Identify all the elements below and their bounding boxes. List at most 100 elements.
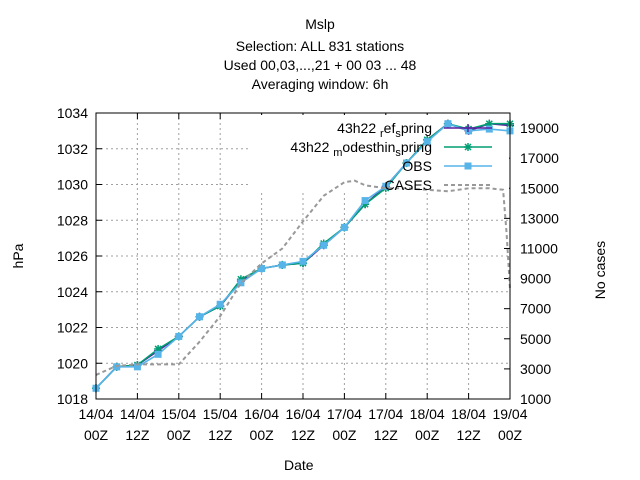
y-tick-label: 1018 — [57, 391, 88, 407]
data-point — [464, 124, 472, 132]
data-point — [133, 363, 141, 371]
x-tick-label: 00Z — [84, 427, 109, 443]
data-point-square — [258, 265, 266, 273]
data-point — [175, 332, 183, 340]
x-tick-label: 19/04 — [492, 406, 527, 422]
data-point — [382, 182, 390, 190]
data-point-square — [216, 300, 224, 308]
data-point — [258, 265, 266, 273]
data-point — [423, 138, 431, 146]
y-tick-label: 1032 — [57, 141, 88, 157]
data-point — [278, 261, 286, 269]
x-axis-label: Date — [284, 457, 314, 473]
data-point — [320, 241, 328, 249]
data-point — [485, 125, 493, 133]
y2-tick-label: 3000 — [520, 361, 551, 377]
legend-label-part: 43h22 — [290, 139, 333, 155]
legend-label-part: pring — [401, 139, 432, 155]
data-point-square — [340, 223, 348, 231]
series-line-3 — [95, 179, 511, 376]
data-point-square — [361, 197, 369, 205]
legend-label-part: s — [395, 147, 401, 159]
x-tick-label: 12Z — [291, 427, 316, 443]
data-point-square — [154, 350, 162, 358]
y-tick-label: 1024 — [57, 284, 88, 300]
data-point-square — [485, 125, 493, 133]
chart-title-line-4: Averaging window: 6h — [251, 76, 389, 92]
legend-label-1: 43h22 modesthinspring — [290, 139, 432, 159]
legend-label-part: 43h22 — [337, 120, 380, 136]
x-tick-label: 16/04 — [285, 406, 320, 422]
data-point — [403, 159, 410, 167]
x-tick-label: 12Z — [374, 427, 399, 443]
y2-tick-label: 17000 — [520, 150, 559, 166]
chart-title-line-3: Used 00,03,...,21 + 00 03 ... 48 — [223, 57, 417, 73]
data-point-square — [382, 182, 390, 190]
x-tick-label: 18/04 — [451, 406, 486, 422]
data-point-square — [278, 261, 286, 269]
x-tick-label: 00Z — [415, 427, 440, 443]
legend-label-part: OBS — [402, 158, 432, 174]
data-point-square — [444, 120, 452, 128]
data-point-stroke — [464, 143, 472, 151]
y-axis-label: hPa — [10, 243, 26, 269]
y2-tick-label: 1000 — [520, 391, 551, 407]
y-tick-label: 1026 — [57, 248, 88, 264]
legend-label-3: CASES — [385, 177, 432, 193]
legend-label-part: m — [333, 147, 342, 159]
y-tick-label: 1028 — [57, 212, 88, 228]
y-tick-label: 1022 — [57, 320, 88, 336]
y2-tick-label: 9000 — [520, 271, 551, 287]
y-tick-label: 1034 — [57, 105, 88, 121]
data-point-square — [196, 313, 203, 321]
x-tick-label: 00Z — [332, 427, 357, 443]
data-point — [299, 257, 307, 265]
data-point — [216, 300, 224, 308]
y2-tick-label: 19000 — [520, 120, 559, 136]
plot-border — [95, 112, 511, 400]
data-point — [154, 350, 162, 358]
x-tick-label: 12Z — [457, 427, 482, 443]
data-point-square — [133, 363, 141, 371]
y-tick-label: 1020 — [57, 355, 88, 371]
x-tick-label: 15/04 — [161, 406, 196, 422]
x-tick-label: 18/04 — [410, 406, 445, 422]
chart-title-line-2: Selection: ALL 831 stations — [235, 38, 405, 54]
y2-tick-label: 15000 — [520, 180, 559, 196]
data-point-square — [403, 159, 410, 167]
chart-title-line-1: Mslp — [305, 16, 335, 32]
legend-label-0: 43h22 refspring — [337, 120, 432, 140]
data-point-square — [320, 241, 328, 249]
y2-tick-label: 11000 — [520, 240, 558, 256]
y2-tick-label: 7000 — [520, 301, 551, 317]
x-tick-label: 00Z — [167, 427, 192, 443]
x-tick-label: 12Z — [208, 427, 233, 443]
data-point-square — [237, 279, 245, 287]
legend-label-part: r — [380, 128, 384, 140]
data-point — [237, 279, 245, 287]
x-tick-label: 17/04 — [327, 406, 362, 422]
x-tick-label: 15/04 — [203, 406, 238, 422]
x-tick-label: 16/04 — [244, 406, 279, 422]
legend-label-2: OBS — [402, 158, 432, 174]
data-point — [444, 120, 452, 128]
x-tick-label: 00Z — [498, 427, 523, 443]
legend-label-part: s — [395, 128, 401, 140]
legend-label-part: ef — [384, 120, 396, 136]
data-point-square — [423, 138, 431, 146]
legend-label-part: CASES — [385, 177, 432, 193]
x-tick-label: 14/04 — [120, 406, 155, 422]
data-point-square — [175, 332, 183, 340]
data-point-square — [299, 257, 307, 265]
y2-axis-label: No cases — [592, 240, 608, 300]
data-point-square — [464, 162, 472, 170]
data-point — [340, 223, 348, 231]
legend-label-part: pring — [401, 120, 432, 136]
x-tick-label: 12Z — [125, 427, 150, 443]
x-tick-label: 00Z — [250, 427, 275, 443]
data-point — [464, 162, 472, 170]
y-tick-label: 1030 — [57, 177, 88, 193]
legend-label-part: odesthin — [342, 139, 395, 155]
